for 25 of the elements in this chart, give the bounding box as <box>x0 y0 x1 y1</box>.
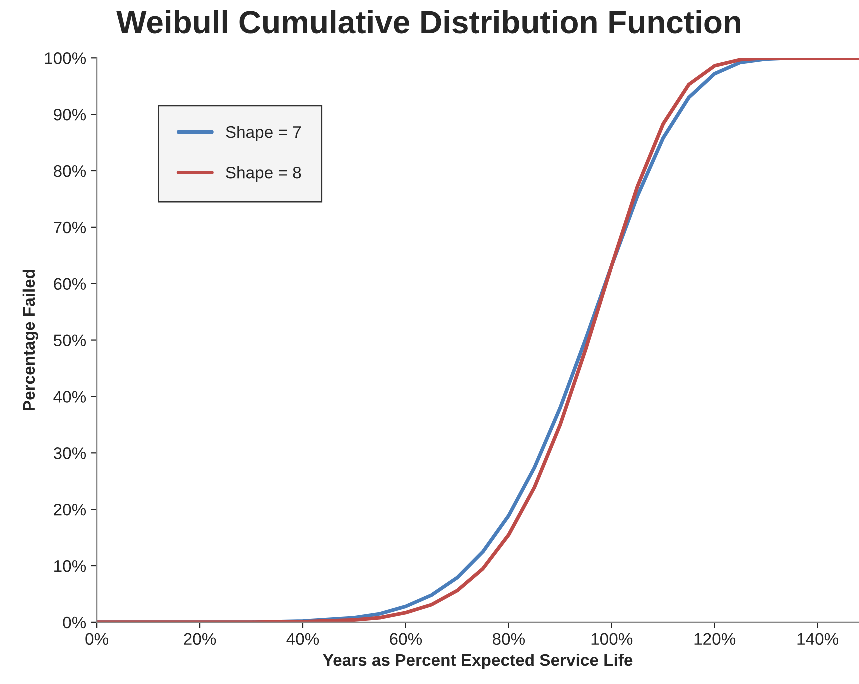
legend-label: Shape = 8 <box>226 166 302 182</box>
x-tick-label: 140% <box>798 633 839 646</box>
line-series <box>97 58 859 622</box>
y-tick-label: 20% <box>54 504 86 516</box>
y-tick-label: 40% <box>54 391 86 403</box>
x-tick-label: 40% <box>286 633 320 646</box>
y-tick-label: 100% <box>45 52 86 64</box>
legend-label: Shape = 7 <box>226 126 302 142</box>
y-tick-label: 0% <box>63 616 86 629</box>
y-tick-label: 30% <box>54 448 86 460</box>
chart-title: Weibull Cumulative Distribution Function <box>116 10 740 34</box>
y-tick-label: 70% <box>54 222 86 234</box>
x-tick-label: 0% <box>86 633 109 646</box>
y-tick-label: 80% <box>54 165 86 178</box>
x-tick-label: 60% <box>390 633 422 646</box>
x-tick-label: 20% <box>184 633 216 646</box>
x-tick-label: 80% <box>492 633 526 646</box>
y-tick-label: 10% <box>54 560 86 572</box>
y-axis-title: Percentage Failed <box>22 270 38 410</box>
x-tick-label: 120% <box>694 633 736 646</box>
x-axis-title: Years as Percent Expected Service Life <box>323 654 633 670</box>
y-tick-label: 50% <box>54 334 86 346</box>
x-tick-label: 100% <box>592 633 633 646</box>
y-tick-label: 90% <box>54 108 86 121</box>
y-tick-label: 60% <box>54 278 86 290</box>
